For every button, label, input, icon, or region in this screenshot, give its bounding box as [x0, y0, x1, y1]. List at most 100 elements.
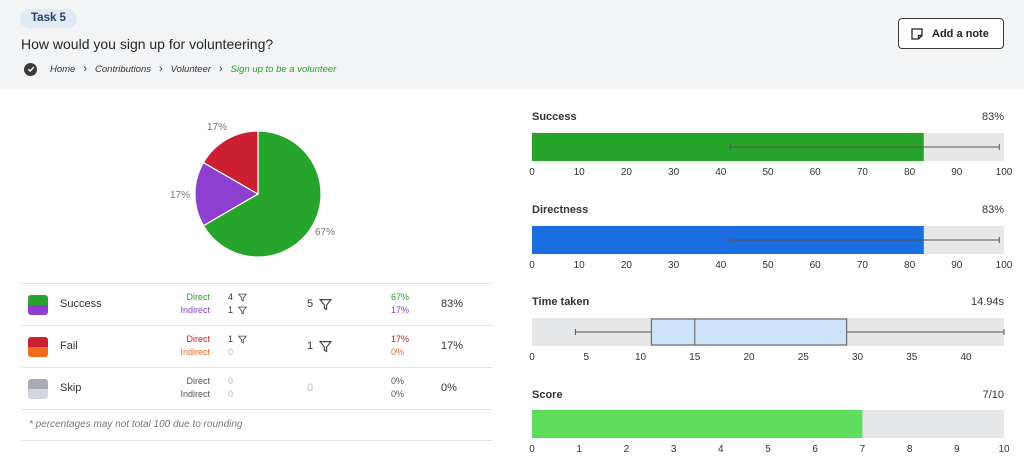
time-taken-chart: 0 5 10 15 20 25 30 35 40 [529, 318, 1005, 362]
pie-slice [202, 130, 259, 196]
tick-label: 50 [762, 167, 774, 177]
chevron-right-icon: › [159, 63, 163, 75]
divider [21, 440, 493, 441]
directness-title: Directness [532, 204, 589, 216]
tick-label: 90 [951, 167, 963, 177]
success-value: 83% [981, 111, 1004, 123]
breadcrumb-volunteer[interactable]: Volunteer [170, 63, 211, 75]
filter-icon[interactable] [319, 340, 332, 353]
tick-label: 10 [574, 260, 586, 270]
tick-label: 8 [907, 444, 913, 454]
directness-chart: 0 10 20 30 40 50 60 70 80 90 100 [529, 226, 1013, 270]
path-type-percent: 0% [391, 376, 405, 386]
tick-label: 0 [529, 352, 535, 362]
filter-icon[interactable] [238, 335, 247, 344]
pie-slice [194, 161, 260, 227]
path-type-count: 1 [228, 334, 234, 344]
score-bar [532, 410, 863, 438]
add-note-button[interactable]: Add a note [898, 18, 1004, 49]
path-type-percent: 0% [391, 347, 405, 357]
chevron-right-icon: › [83, 63, 88, 75]
pie-slice-label: 67% [315, 227, 336, 238]
tick-label: 80 [904, 167, 916, 177]
results-pie-chart [194, 130, 322, 258]
tick-label: 25 [798, 352, 810, 362]
filter-icon[interactable] [319, 298, 332, 311]
total-count: 5 [307, 298, 314, 310]
swatch-indirect [28, 305, 48, 315]
task-header: Task 5 How would you sign up for volunte… [0, 0, 1024, 89]
swatch-indirect [28, 347, 48, 357]
total-percent: 17% [441, 340, 464, 352]
swatch-direct [28, 295, 48, 305]
legend-row-success: Success Direct 4 67% Indirect 1 17% 5 83% [21, 283, 493, 325]
rounding-footnote: * percentages may not total 100 due to r… [29, 419, 243, 430]
tick-label: 0 [529, 444, 535, 454]
tick-label: 1 [576, 444, 582, 454]
success-title: Success [532, 111, 577, 123]
pie-slice-label: 17% [170, 190, 191, 201]
tick-label: 40 [715, 167, 727, 177]
path-type-percent: 0% [391, 389, 405, 399]
status-name: Skip [60, 382, 82, 394]
path-type-label: Indirect [180, 305, 210, 315]
tick-label: 20 [743, 352, 755, 362]
tick-label: 100 [996, 260, 1013, 270]
legend-row-skip: Skip Direct 0 0% Indirect 0 0% 0 0% [21, 367, 493, 409]
task-question: How would you sign up for volunteering? [21, 36, 274, 52]
swatch-direct [28, 337, 48, 347]
tick-label: 40 [960, 352, 972, 362]
note-icon [911, 27, 923, 40]
tick-label: 4 [718, 444, 724, 454]
tick-label: 80 [904, 260, 916, 270]
tick-label: 60 [810, 167, 822, 177]
tick-label: 100 [996, 167, 1013, 177]
check-circle-icon [24, 62, 37, 76]
path-type-count: 0 [228, 347, 234, 357]
tick-label: 70 [857, 260, 869, 270]
tick-label: 30 [668, 167, 680, 177]
time-taken-value: 14.94s [970, 296, 1004, 308]
path-type-percent: 17% [391, 334, 410, 344]
pie-slice [202, 130, 322, 258]
tick-label: 90 [951, 260, 963, 270]
tick-label: 2 [624, 444, 630, 454]
tick-label: 20 [621, 167, 633, 177]
time-taken-title: Time taken [532, 296, 590, 308]
status-name: Fail [60, 340, 78, 352]
tick-label: 6 [812, 444, 818, 454]
path-type-count: 0 [228, 389, 234, 399]
tick-label: 30 [852, 352, 864, 362]
total-percent: 0% [441, 382, 457, 394]
divider [21, 409, 493, 410]
status-swatch [28, 379, 48, 399]
tick-label: 10 [635, 352, 647, 362]
breadcrumb: Home › Contributions › Volunteer › Sign … [24, 62, 336, 76]
tick-label: 3 [671, 444, 677, 454]
directness-value: 83% [981, 204, 1004, 216]
filter-icon[interactable] [238, 306, 247, 315]
breadcrumb-contributions[interactable]: Contributions [95, 63, 151, 75]
tick-label: 7 [860, 444, 866, 454]
pie-slice-label: 17% [207, 122, 228, 133]
total-percent: 83% [441, 298, 464, 310]
total-count: 0 [307, 382, 314, 394]
status-name: Success [60, 298, 102, 310]
task-badge: Task 5 [20, 9, 77, 28]
tick-label: 9 [954, 444, 960, 454]
filter-icon[interactable] [238, 293, 247, 302]
path-type-label: Indirect [180, 389, 210, 399]
path-type-percent: 17% [391, 305, 410, 315]
breadcrumb-home[interactable]: Home [50, 63, 76, 75]
path-type-label: Direct [186, 376, 210, 386]
status-swatch [28, 337, 48, 357]
path-type-label: Direct [186, 292, 210, 302]
add-note-label: Add a note [932, 27, 989, 40]
path-type-count: 1 [228, 305, 234, 315]
path-type-count: 4 [228, 292, 234, 302]
total-count: 1 [307, 340, 314, 352]
success-chart: 0 10 20 30 40 50 60 70 80 90 100 [529, 133, 1013, 177]
tick-label: 0 [529, 167, 535, 177]
score-title: Score [532, 389, 563, 401]
tick-label: 30 [668, 260, 680, 270]
